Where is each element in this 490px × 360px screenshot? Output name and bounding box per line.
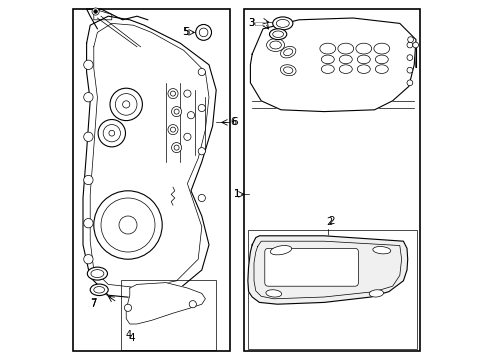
Ellipse shape — [273, 31, 284, 37]
FancyBboxPatch shape — [265, 248, 358, 286]
Circle shape — [116, 94, 137, 115]
Circle shape — [94, 191, 162, 259]
Circle shape — [168, 125, 178, 135]
Bar — [247, 230, 416, 349]
Ellipse shape — [321, 55, 334, 64]
Circle shape — [407, 80, 413, 86]
Ellipse shape — [276, 19, 289, 27]
Circle shape — [94, 10, 98, 13]
Text: 5: 5 — [182, 27, 189, 37]
Polygon shape — [250, 18, 416, 112]
Ellipse shape — [273, 17, 293, 30]
Bar — [244, 9, 420, 351]
Circle shape — [98, 120, 125, 147]
Polygon shape — [126, 283, 205, 324]
Text: 3: 3 — [248, 18, 254, 28]
Circle shape — [84, 60, 93, 69]
Circle shape — [84, 219, 93, 228]
Circle shape — [407, 55, 413, 60]
Ellipse shape — [373, 247, 391, 254]
Text: 3: 3 — [248, 18, 255, 28]
Bar — [121, 280, 216, 350]
Ellipse shape — [356, 43, 372, 54]
Circle shape — [172, 143, 182, 153]
Ellipse shape — [270, 246, 292, 255]
Text: 4: 4 — [126, 330, 132, 340]
Ellipse shape — [375, 55, 388, 64]
Polygon shape — [248, 236, 408, 304]
Text: 2: 2 — [328, 216, 335, 226]
Ellipse shape — [280, 65, 296, 76]
Circle shape — [184, 133, 191, 140]
Circle shape — [84, 255, 93, 264]
Text: 7: 7 — [90, 299, 96, 309]
Circle shape — [171, 127, 175, 132]
Ellipse shape — [375, 65, 388, 73]
Circle shape — [196, 24, 212, 40]
Text: 1: 1 — [234, 189, 240, 199]
Circle shape — [122, 101, 130, 108]
Circle shape — [171, 91, 175, 96]
Text: 4: 4 — [128, 333, 135, 343]
Ellipse shape — [320, 43, 336, 54]
Ellipse shape — [90, 284, 108, 296]
Ellipse shape — [94, 287, 104, 293]
Ellipse shape — [270, 29, 287, 40]
Ellipse shape — [357, 55, 370, 64]
Polygon shape — [83, 16, 216, 299]
Text: 2: 2 — [326, 217, 333, 228]
Circle shape — [174, 109, 179, 114]
Text: 6: 6 — [231, 117, 238, 127]
Ellipse shape — [281, 46, 296, 58]
Ellipse shape — [339, 55, 352, 64]
Text: 6: 6 — [230, 117, 237, 127]
Bar — [73, 9, 229, 351]
Ellipse shape — [270, 41, 281, 49]
Circle shape — [198, 104, 205, 112]
Circle shape — [92, 8, 99, 15]
Text: 5: 5 — [183, 27, 190, 37]
Circle shape — [101, 198, 155, 252]
Text: 7: 7 — [90, 298, 97, 308]
Circle shape — [109, 130, 115, 136]
Circle shape — [84, 175, 93, 185]
Ellipse shape — [369, 290, 384, 297]
Circle shape — [198, 68, 205, 76]
Ellipse shape — [357, 65, 370, 73]
Ellipse shape — [374, 43, 390, 54]
Circle shape — [184, 90, 191, 97]
Ellipse shape — [87, 267, 107, 280]
Circle shape — [199, 28, 208, 37]
Ellipse shape — [321, 65, 334, 73]
Circle shape — [408, 37, 414, 42]
Circle shape — [168, 89, 178, 99]
Circle shape — [198, 148, 205, 155]
Circle shape — [407, 42, 413, 48]
Circle shape — [84, 132, 93, 141]
Circle shape — [189, 301, 196, 308]
Ellipse shape — [338, 43, 354, 54]
Text: 1: 1 — [234, 189, 241, 199]
Circle shape — [174, 145, 179, 150]
Ellipse shape — [91, 270, 104, 278]
Circle shape — [124, 304, 132, 311]
Circle shape — [407, 67, 413, 73]
Circle shape — [413, 42, 418, 48]
Circle shape — [84, 93, 93, 102]
Circle shape — [187, 112, 195, 119]
Ellipse shape — [339, 65, 352, 73]
Ellipse shape — [266, 290, 282, 297]
Circle shape — [110, 88, 143, 121]
Circle shape — [103, 125, 121, 142]
Ellipse shape — [267, 39, 285, 51]
Ellipse shape — [284, 67, 293, 73]
Ellipse shape — [284, 49, 293, 56]
Circle shape — [172, 107, 182, 117]
Circle shape — [198, 194, 205, 202]
Circle shape — [119, 216, 137, 234]
